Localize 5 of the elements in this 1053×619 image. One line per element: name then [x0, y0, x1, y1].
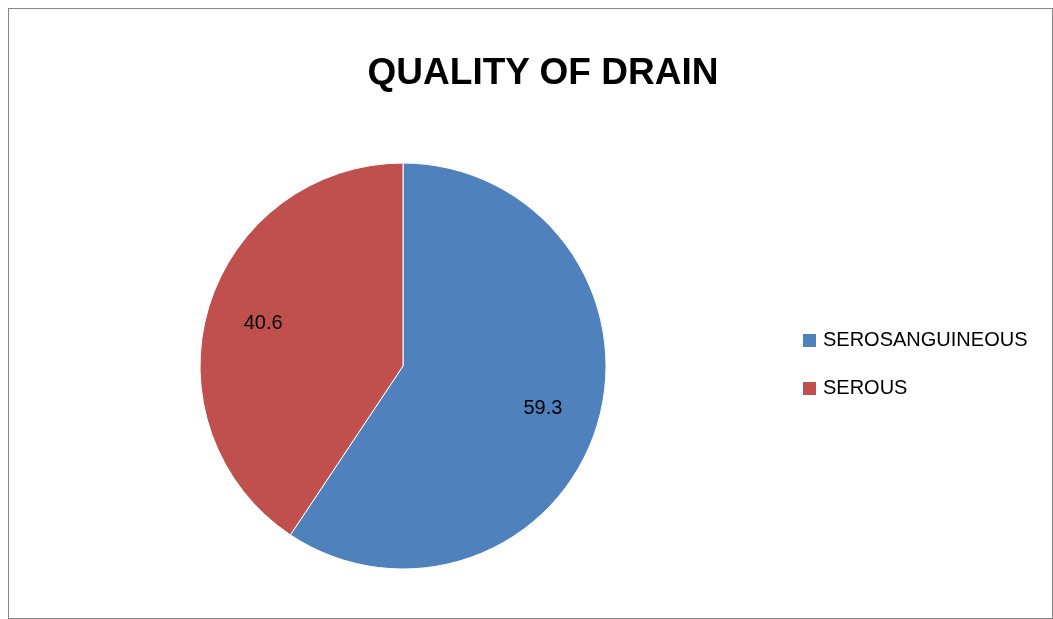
legend-label: SEROSANGUINEOUS [823, 328, 1028, 351]
data-label: 59.3 [523, 395, 563, 418]
legend-label: SEROUS [823, 376, 908, 399]
chart-title: QUALITY OF DRAIN [367, 51, 719, 92]
data-label: 40.6 [243, 310, 283, 333]
